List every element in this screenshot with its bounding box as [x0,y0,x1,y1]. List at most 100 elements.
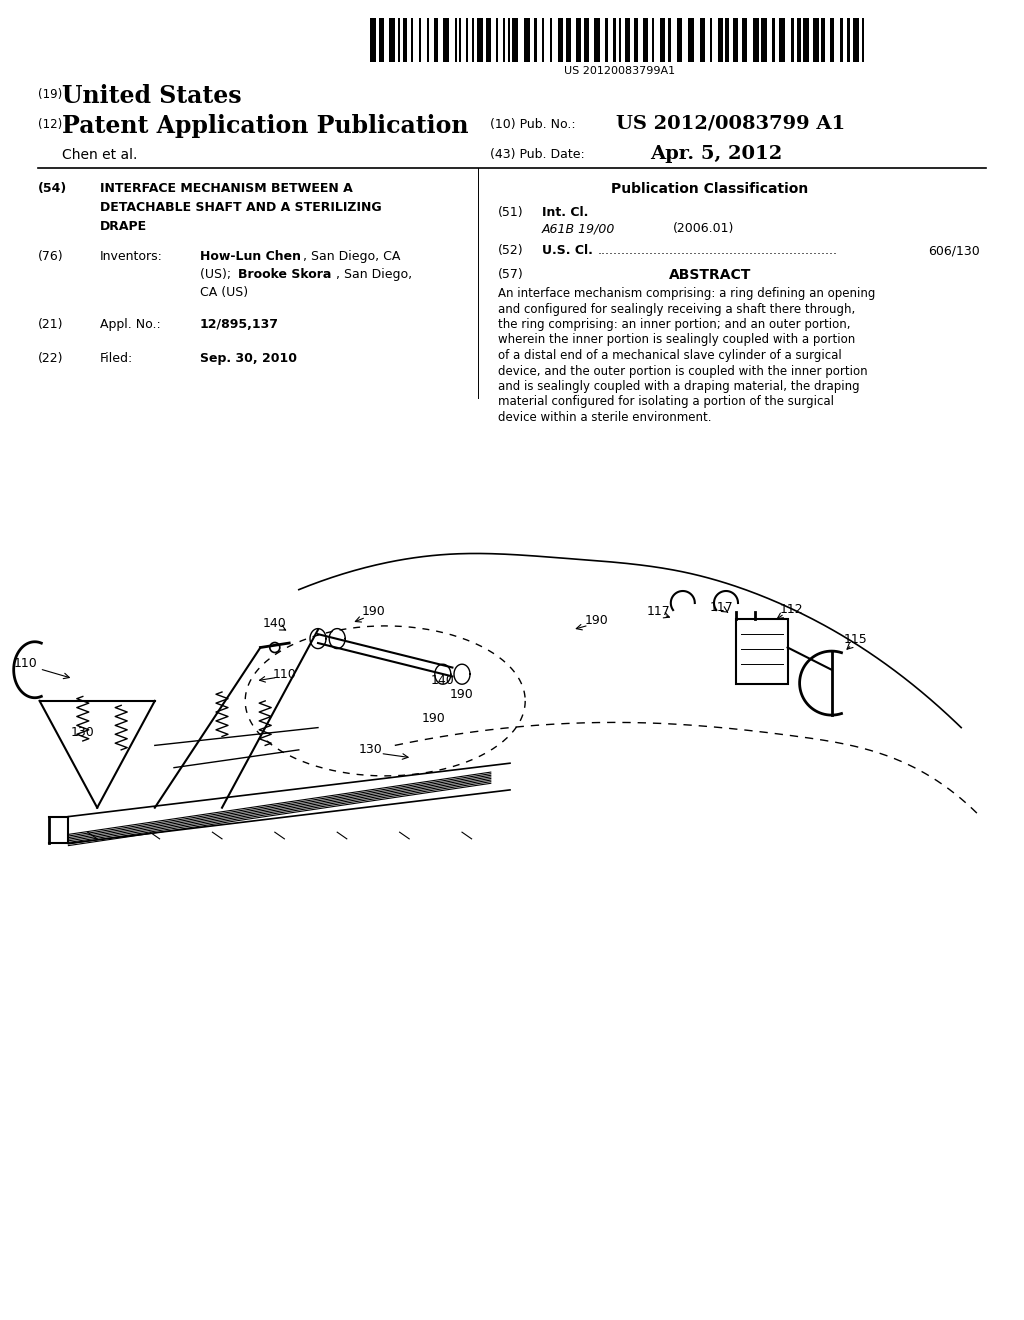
Text: U.S. Cl.: U.S. Cl. [542,244,593,257]
Bar [459,18,461,62]
Text: INTERFACE MECHANISM BETWEEN A: INTERFACE MECHANISM BETWEEN A [100,182,352,195]
Text: Apr. 5, 2012: Apr. 5, 2012 [650,145,782,162]
Bar [565,18,570,62]
Text: 190: 190 [585,614,608,627]
Text: Int. Cl.: Int. Cl. [542,206,589,219]
Text: (21): (21) [38,318,63,331]
Text: (19): (19) [38,88,62,102]
Text: DETACHABLE SHAFT AND A STERILIZING: DETACHABLE SHAFT AND A STERILIZING [100,201,382,214]
Text: Chen et al.: Chen et al. [62,148,137,162]
Text: Brooke Skora: Brooke Skora [238,268,332,281]
Text: 12/895,137: 12/895,137 [200,318,279,331]
Bar [434,18,438,62]
Bar [803,18,809,62]
Text: 110: 110 [272,668,296,681]
Text: (43) Pub. Date:: (43) Pub. Date: [490,148,585,161]
Bar [455,18,457,62]
Text: device within a sterile environment.: device within a sterile environment. [498,411,712,424]
Text: 117: 117 [647,606,671,618]
Bar [688,18,694,62]
Text: Filed:: Filed: [100,352,133,366]
Text: Publication Classification: Publication Classification [611,182,809,195]
Text: and configured for sealingly receiving a shaft there through,: and configured for sealingly receiving a… [498,302,855,315]
Bar [635,18,638,62]
Text: (57): (57) [498,268,523,281]
Text: ............................................................: ........................................… [598,244,838,257]
Bar [779,18,785,62]
Bar [523,18,529,62]
Bar [652,18,654,62]
Bar [725,18,729,62]
Text: Inventors:: Inventors: [100,249,163,263]
Bar [477,18,482,62]
Text: (12): (12) [38,117,62,131]
Text: 115: 115 [844,634,867,645]
Text: A61B 19/00: A61B 19/00 [542,222,615,235]
Text: material configured for isolating a portion of the surgical: material configured for isolating a port… [498,396,834,408]
Bar [550,18,552,62]
Text: of a distal end of a mechanical slave cylinder of a surgical: of a distal end of a mechanical slave cy… [498,348,842,362]
Bar [508,18,510,62]
Bar [847,18,850,62]
Text: 110: 110 [13,656,37,669]
Bar [427,18,429,62]
Bar [389,18,395,62]
Text: device, and the outer portion is coupled with the inner portion: device, and the outer portion is coupled… [498,364,867,378]
Bar [618,18,622,62]
Bar [398,18,400,62]
Text: (52): (52) [498,244,523,257]
Text: An interface mechanism comprising: a ring defining an opening: An interface mechanism comprising: a rin… [498,286,876,300]
Bar [472,18,474,62]
Text: (22): (22) [38,352,63,366]
Text: , San Diego, CA: , San Diego, CA [303,249,400,263]
Text: (54): (54) [38,182,68,195]
Bar [761,18,767,62]
Bar [754,18,759,62]
Bar [442,18,449,62]
Bar [419,18,421,62]
Text: DRAPE: DRAPE [100,220,147,234]
Text: , San Diego,: , San Diego, [336,268,412,281]
Bar [678,18,682,62]
Bar [612,18,615,62]
Text: 117: 117 [710,601,733,614]
Bar [503,18,505,62]
Text: US 2012/0083799 A1: US 2012/0083799 A1 [616,114,845,132]
Bar [643,18,648,62]
Bar [485,18,490,62]
Bar [379,18,384,62]
Text: 606/130: 606/130 [928,244,980,257]
Bar [718,18,723,62]
Text: Patent Application Publication: Patent Application Publication [62,114,469,139]
Bar [370,18,376,62]
Text: and is sealingly coupled with a draping material, the draping: and is sealingly coupled with a draping … [498,380,859,393]
Bar [626,18,631,62]
Bar [660,18,666,62]
Bar [711,18,713,62]
Bar [575,18,581,62]
Bar [792,18,795,62]
Text: Sep. 30, 2010: Sep. 30, 2010 [200,352,297,366]
Bar [830,18,835,62]
Text: 190: 190 [421,713,445,725]
Text: ABSTRACT: ABSTRACT [669,268,752,282]
Bar [512,18,518,62]
Text: Appl. No.:: Appl. No.: [100,318,161,331]
Bar [797,18,801,62]
Text: (51): (51) [498,206,523,219]
Bar [594,18,599,62]
Text: 140: 140 [263,616,287,630]
Bar [542,18,544,62]
Text: 130: 130 [359,743,383,756]
Bar [669,18,672,62]
Bar [853,18,859,62]
Bar [772,18,775,62]
Text: 190: 190 [451,688,474,701]
Text: 140: 140 [431,675,455,688]
Bar [402,18,407,62]
Text: 130: 130 [71,726,94,739]
Bar [584,18,589,62]
Bar [813,18,819,62]
Text: wherein the inner portion is sealingly coupled with a portion: wherein the inner portion is sealingly c… [498,334,855,346]
Text: (2006.01): (2006.01) [673,222,734,235]
